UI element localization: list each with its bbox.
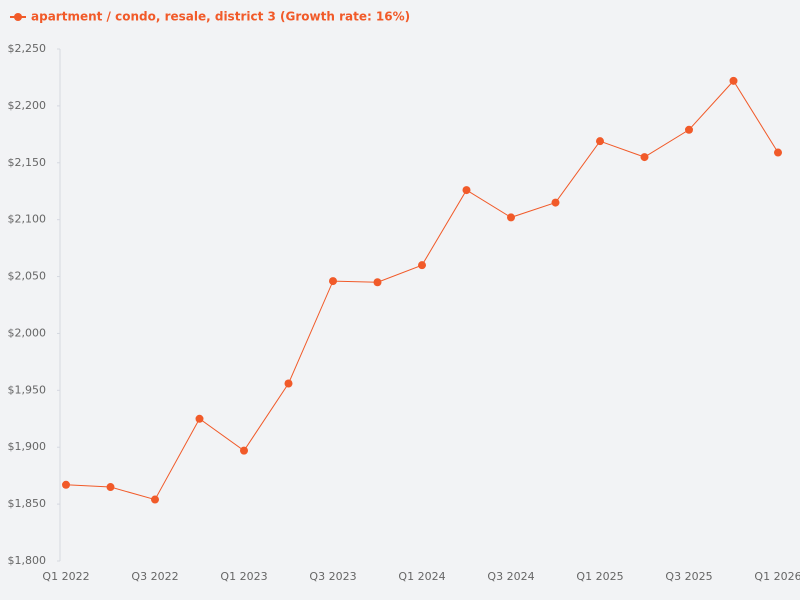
data-point bbox=[195, 414, 204, 423]
y-tick-label: $2,150 bbox=[8, 156, 47, 169]
data-point bbox=[62, 480, 70, 489]
data-point bbox=[507, 213, 515, 222]
y-tick-label: $2,050 bbox=[8, 270, 47, 283]
data-point bbox=[685, 125, 693, 134]
y-tick-label: $1,950 bbox=[8, 383, 47, 396]
data-point bbox=[774, 148, 782, 157]
x-tick-label: Q1 2024 bbox=[398, 570, 445, 583]
x-tick-label: Q1 2022 bbox=[42, 570, 89, 583]
x-tick-label: Q3 2023 bbox=[309, 570, 356, 583]
x-tick-label: Q3 2025 bbox=[665, 570, 712, 583]
data-point bbox=[284, 379, 293, 388]
y-tick-label: $1,800 bbox=[8, 554, 47, 567]
x-tick-label: Q3 2022 bbox=[131, 570, 178, 583]
y-tick-label: $2,200 bbox=[8, 99, 47, 112]
data-point bbox=[240, 446, 248, 455]
data-point bbox=[551, 198, 560, 207]
data-point bbox=[640, 153, 649, 162]
legend-label: apartment / condo, resale, district 3 (G… bbox=[31, 10, 410, 24]
data-point bbox=[151, 495, 159, 504]
x-tick-label: Q1 2025 bbox=[576, 570, 623, 583]
x-tick-label: Q1 2023 bbox=[220, 570, 267, 583]
y-tick-label: $2,000 bbox=[8, 326, 47, 339]
data-point bbox=[462, 186, 471, 195]
data-point bbox=[329, 277, 337, 286]
y-tick-label: $1,850 bbox=[8, 497, 47, 510]
data-point bbox=[106, 483, 115, 492]
data-point bbox=[729, 76, 738, 85]
legend-marker bbox=[14, 13, 22, 21]
x-tick-label: Q1 2026 bbox=[754, 570, 800, 583]
y-tick-label: $1,900 bbox=[8, 440, 47, 453]
y-tick-label: $2,250 bbox=[8, 42, 47, 55]
data-point bbox=[596, 137, 604, 146]
y-tick-label: $2,100 bbox=[8, 213, 47, 226]
data-point bbox=[418, 261, 426, 270]
x-tick-label: Q3 2024 bbox=[487, 570, 534, 583]
data-point bbox=[373, 278, 382, 287]
